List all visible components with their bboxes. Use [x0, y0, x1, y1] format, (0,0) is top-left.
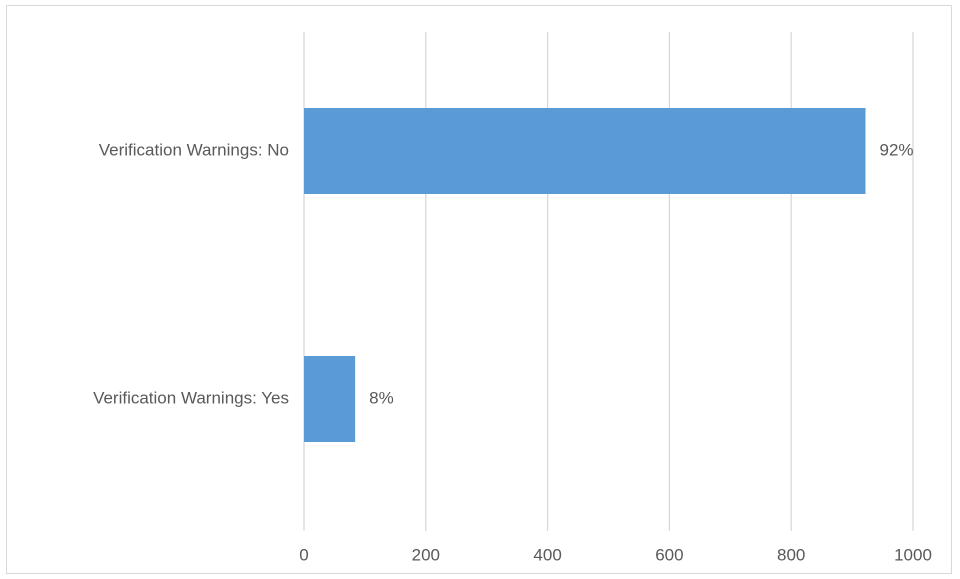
data-label: 92% — [879, 140, 913, 159]
data-label: 8% — [369, 388, 394, 407]
category-labels: Verification Warnings: No Verification Wa… — [93, 140, 289, 407]
x-tick-label: 0 — [299, 545, 308, 564]
category-label: Verification Warnings: No — [99, 140, 289, 159]
bar — [304, 356, 356, 442]
data-labels: 92% 8% — [369, 140, 913, 407]
x-tick-label: 200 — [412, 545, 440, 564]
x-tick-label: 800 — [777, 545, 805, 564]
x-tick-label: 400 — [533, 545, 561, 564]
bar-chart: Verification Warnings: No Verification Wa… — [93, 32, 932, 564]
gridlines — [303, 32, 914, 531]
x-axis-tick-labels: 0 200 400 600 800 1000 — [299, 545, 932, 564]
chart-area: Verification Warnings: No Verification Wa… — [6, 5, 952, 574]
category-label: Verification Warnings: Yes — [93, 388, 289, 407]
bars — [304, 108, 866, 442]
x-tick-label: 1000 — [894, 545, 932, 564]
bar — [304, 108, 866, 194]
x-tick-label: 600 — [655, 545, 683, 564]
